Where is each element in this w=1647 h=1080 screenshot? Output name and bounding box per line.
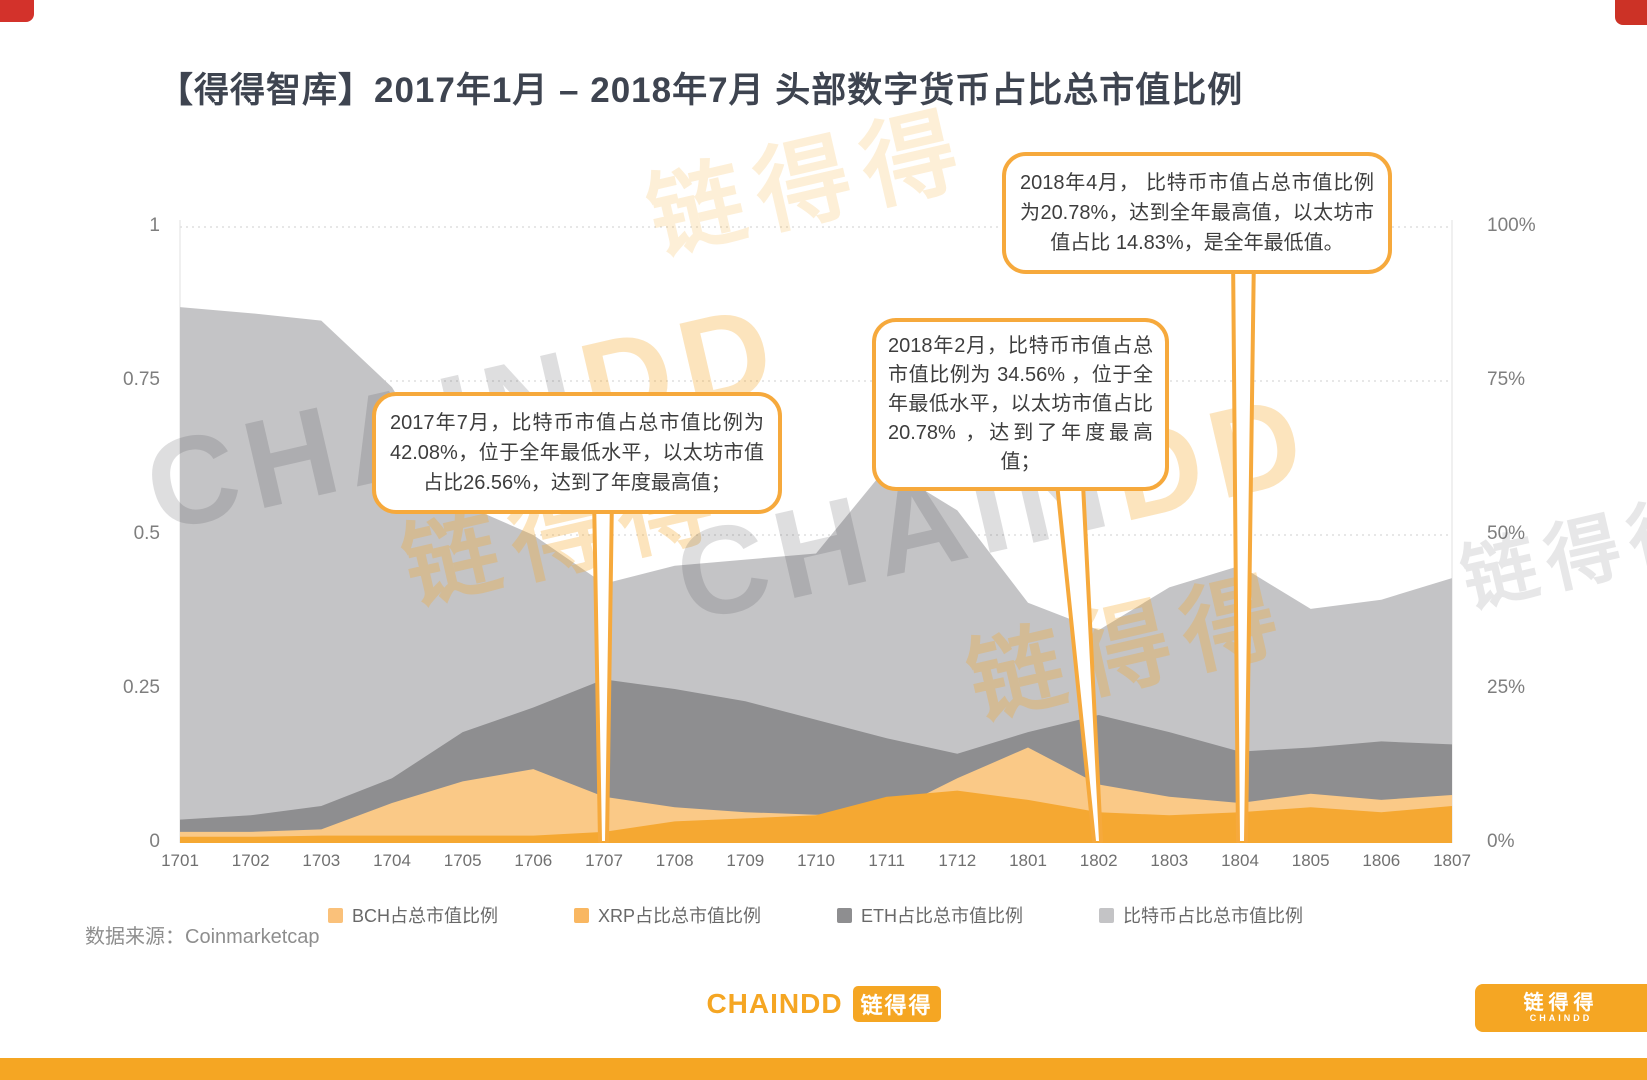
legend-item-btc: 比特币占比总市值比例 — [1099, 902, 1303, 928]
x-tick-1804: 1804 — [1221, 851, 1259, 870]
ylab-l-tick-0.75: 0.75 — [123, 369, 160, 390]
ylab-r-tick-0pct: 0% — [1487, 831, 1515, 852]
annotation-callout-1707: 2017年7月，比特币市值占总市值比例为42.08%，位于全年最低水平，以太坊市… — [372, 392, 782, 514]
area-bch — [180, 790, 1452, 843]
corner-logo-left — [0, 0, 34, 22]
page-title: 【得得智库】2017年1月 – 2018年7月 头部数字货币占比总市值比例 — [158, 71, 1244, 110]
x-tick-1802: 1802 — [1079, 851, 1118, 870]
x-tick-1806: 1806 — [1362, 851, 1401, 870]
ylab-l-tick-0.5: 0.5 — [133, 523, 160, 544]
footer-brand-en: CHAINDD — [706, 988, 843, 1019]
legend-swatch-btc — [1099, 907, 1115, 923]
legend-swatch-xrp — [574, 907, 590, 923]
legend-label-btc: 比特币占比总市值比例 — [1123, 906, 1304, 926]
ylab-r-tick-100pct: 100% — [1487, 215, 1536, 236]
x-tick-1712: 1712 — [938, 851, 977, 870]
legend-swatch-eth — [837, 907, 853, 923]
x-tick-1703: 1703 — [302, 851, 341, 870]
x-tick-1706: 1706 — [514, 851, 553, 870]
x-tick-1803: 1803 — [1150, 851, 1189, 870]
footer-brand-cn: 链得得 — [852, 986, 941, 1022]
x-tick-1702: 1702 — [231, 851, 270, 870]
legend-swatch-bch — [328, 907, 343, 923]
footer-bar — [0, 1058, 1647, 1080]
legend-label-xrp: XRP占比总市值比例 — [598, 906, 762, 926]
area-btc — [180, 307, 1452, 844]
x-tick-1710: 1710 — [797, 851, 835, 870]
footer-corner-logo: 链得得 CHAINDD — [1475, 984, 1647, 1032]
x-tick-1709: 1709 — [726, 851, 765, 870]
x-tick-1711: 1711 — [868, 851, 905, 870]
footer-brand: CHAINDD 链得得 — [0, 986, 1647, 1022]
legend-item-bch: BCH占总市值比例 — [328, 902, 498, 928]
data-source: 数据来源：Coinmarketcap — [85, 926, 320, 948]
ylab-r-tick-50pct: 50% — [1487, 523, 1526, 544]
corner-logo-en: CHAINDD — [1529, 1013, 1593, 1024]
chart-legend: BCH占总市值比例 XRP占比总市值比例 ETH占比总市值比例 比特币占比总市值比例 — [328, 902, 1303, 928]
ylab-r-tick-25pct: 25% — [1487, 677, 1526, 698]
x-tick-1707: 1707 — [585, 851, 623, 870]
corner-logo-right — [1615, 0, 1647, 25]
corner-logo-cn: 链得得 — [1523, 992, 1599, 1015]
legend-label-bch: BCH占总市值比例 — [352, 906, 499, 926]
ylab-l-tick-0: 0 — [149, 831, 160, 852]
ylab-l-tick-1: 1 — [149, 215, 160, 236]
x-tick-1805: 1805 — [1291, 851, 1330, 870]
legend-label-eth: ETH占比总市值比例 — [861, 906, 1024, 926]
ylab-l-tick-0.25: 0.25 — [123, 677, 160, 698]
x-tick-1704: 1704 — [373, 851, 411, 870]
x-tick-1807: 1807 — [1433, 851, 1471, 870]
ylab-r-tick-75pct: 75% — [1487, 369, 1526, 390]
annotation-callout-1804: 2018年4月， 比特币市值占总市值比例为20.78%，达到全年最高值，以太坊市… — [1002, 152, 1392, 274]
legend-item-xrp: XRP占比总市值比例 — [574, 902, 761, 928]
legend-item-eth: ETH占比总市值比例 — [837, 902, 1023, 928]
x-tick-1701: 1701 — [161, 851, 199, 870]
annotation-callout-1802: 2018年2月，比特币市值占总市值比例为 34.56% ，位于全年最低水平，以太… — [872, 318, 1169, 491]
x-tick-1705: 1705 — [443, 851, 482, 870]
x-tick-1801: 1801 — [1009, 851, 1047, 870]
x-tick-1708: 1708 — [655, 851, 694, 870]
